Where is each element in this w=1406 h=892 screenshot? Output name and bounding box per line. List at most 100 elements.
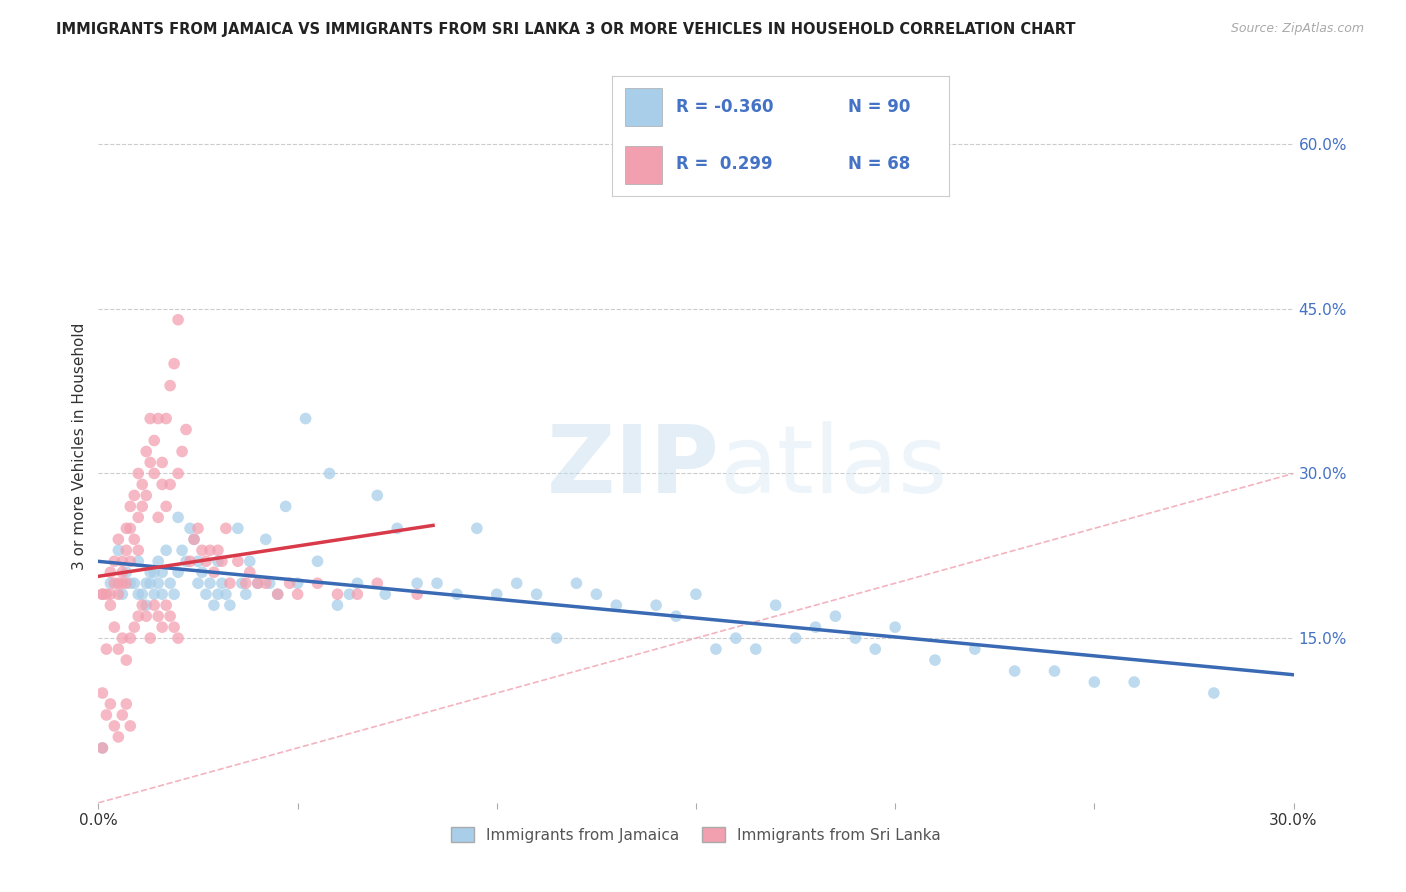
Text: IMMIGRANTS FROM JAMAICA VS IMMIGRANTS FROM SRI LANKA 3 OR MORE VEHICLES IN HOUSE: IMMIGRANTS FROM JAMAICA VS IMMIGRANTS FR… xyxy=(56,22,1076,37)
Point xyxy=(103,554,125,568)
Point xyxy=(127,543,149,558)
Point xyxy=(143,467,166,481)
Point xyxy=(1043,664,1066,678)
Point xyxy=(226,554,249,568)
Point xyxy=(135,444,157,458)
Point xyxy=(124,488,146,502)
Point xyxy=(155,543,177,558)
Point xyxy=(103,719,125,733)
Point xyxy=(148,510,170,524)
Point xyxy=(148,411,170,425)
Text: R =  0.299: R = 0.299 xyxy=(676,154,772,173)
Text: Source: ZipAtlas.com: Source: ZipAtlas.com xyxy=(1230,22,1364,36)
Point xyxy=(294,411,316,425)
Point xyxy=(159,477,181,491)
Point xyxy=(159,576,181,591)
Point xyxy=(685,587,707,601)
Point xyxy=(704,642,727,657)
Point xyxy=(179,554,201,568)
Point xyxy=(150,455,173,469)
Point xyxy=(155,598,177,612)
Point xyxy=(91,587,114,601)
Point xyxy=(155,500,177,514)
Point xyxy=(446,587,468,601)
Point xyxy=(346,587,368,601)
Point xyxy=(172,543,194,558)
Point xyxy=(346,576,368,591)
Point xyxy=(135,488,157,502)
Point xyxy=(219,598,242,612)
Point xyxy=(287,576,309,591)
Point xyxy=(1123,675,1146,690)
Point xyxy=(107,730,129,744)
Point xyxy=(187,521,209,535)
Point xyxy=(963,642,986,657)
Point xyxy=(239,554,262,568)
Point xyxy=(167,566,190,580)
Point xyxy=(318,467,340,481)
Point xyxy=(287,587,309,601)
Text: N = 90: N = 90 xyxy=(848,98,910,116)
Point xyxy=(131,477,153,491)
Point xyxy=(231,576,253,591)
Point xyxy=(465,521,488,535)
Point xyxy=(406,576,429,591)
Point xyxy=(665,609,688,624)
Point xyxy=(745,642,768,657)
Point xyxy=(406,587,429,601)
Point xyxy=(143,434,166,448)
Point xyxy=(235,576,257,591)
Point xyxy=(98,566,122,580)
Point xyxy=(163,620,186,634)
Point xyxy=(120,719,142,733)
Point xyxy=(150,566,173,580)
Point xyxy=(111,566,134,580)
Point xyxy=(884,620,907,634)
Point xyxy=(211,576,233,591)
Point xyxy=(124,533,146,547)
Point xyxy=(307,554,329,568)
Point xyxy=(366,488,388,502)
Point xyxy=(167,312,190,326)
Point xyxy=(824,609,846,624)
Point xyxy=(239,566,262,580)
Point xyxy=(98,576,122,591)
Point xyxy=(111,554,134,568)
Point xyxy=(605,598,627,612)
Point xyxy=(91,740,114,755)
Point xyxy=(111,587,134,601)
Text: R = -0.360: R = -0.360 xyxy=(676,98,773,116)
Point xyxy=(254,533,277,547)
Point xyxy=(187,554,209,568)
Point xyxy=(211,554,233,568)
Point xyxy=(724,631,747,645)
Point xyxy=(120,554,142,568)
Point xyxy=(131,587,153,601)
Point xyxy=(485,587,508,601)
Point xyxy=(135,576,157,591)
Point xyxy=(195,554,218,568)
Point xyxy=(148,576,170,591)
Point xyxy=(131,500,153,514)
Text: atlas: atlas xyxy=(720,421,948,514)
Point xyxy=(215,521,238,535)
Point xyxy=(426,576,449,591)
Point xyxy=(131,598,153,612)
Point xyxy=(259,576,281,591)
Point xyxy=(374,587,396,601)
Point xyxy=(202,598,225,612)
Point xyxy=(96,642,118,657)
Point xyxy=(163,357,186,371)
Point xyxy=(1202,686,1225,700)
Point xyxy=(246,576,269,591)
Point xyxy=(865,642,887,657)
Point xyxy=(115,566,138,580)
Point xyxy=(267,587,290,601)
Point xyxy=(96,708,118,723)
Point xyxy=(526,587,548,601)
Point xyxy=(219,576,242,591)
Point xyxy=(645,598,668,612)
Point xyxy=(150,587,173,601)
Point xyxy=(148,609,170,624)
Point xyxy=(207,587,229,601)
